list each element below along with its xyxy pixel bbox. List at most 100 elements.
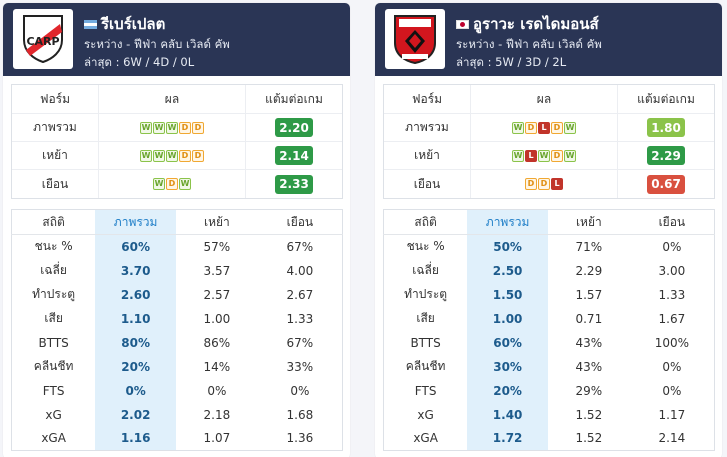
river-plate-crest-icon[interactable]: CARP (13, 9, 73, 69)
stat-overall: 3.70 (95, 258, 176, 283)
stat-overall: 80% (95, 330, 176, 355)
form-result-pill[interactable]: W (179, 178, 191, 190)
stat-home: 1.00 (203, 311, 231, 326)
stats-header-overall[interactable]: ภาพรวม (467, 209, 548, 235)
form-result-pill[interactable]: D (166, 178, 178, 190)
form-result-pill[interactable]: D (179, 149, 191, 162)
stat-overall: 1.16 (95, 426, 176, 451)
stat-home: 14% (203, 359, 231, 374)
stat-home: 2.29 (575, 263, 603, 278)
form-table-header: ฟอร์ม ผล แต้มต่อเกม (12, 85, 342, 114)
stat-away: 4.00 (286, 263, 314, 278)
stat-away: 2.67 (286, 287, 314, 302)
form-result-pill[interactable]: D (551, 149, 563, 162)
stat-label: FTS (414, 383, 437, 398)
urawa-red-diamonds-crest-icon[interactable] (385, 9, 445, 69)
form-result-pill[interactable]: W (564, 149, 576, 162)
form-row-label: เยือน (384, 170, 471, 198)
stats-row: BTTS 60% 43% 100% (384, 330, 715, 355)
stat-label: คลีนชีท (33, 359, 74, 373)
stat-away: 1.68 (286, 407, 314, 422)
stat-overall: 1.40 (467, 402, 548, 427)
team-name-text: อูราวะ เรดไดมอนส์ (473, 15, 599, 33)
stats-header-home[interactable]: เหย้า (575, 214, 602, 229)
form-result-pill[interactable]: W (140, 121, 152, 134)
stat-label: เฉลี่ย (40, 263, 67, 277)
stats-header-home[interactable]: เหย้า (203, 214, 230, 229)
stats-header-overall[interactable]: ภาพรวม (95, 209, 176, 235)
form-result-pill[interactable]: L (525, 149, 537, 162)
stats-row: ทำประตู 2.60 2.57 2.67 (12, 282, 343, 307)
team-name[interactable]: รีเบร์เปลต (84, 12, 165, 36)
stats-row: xGA 1.72 1.52 2.14 (384, 426, 715, 451)
form-header-result: ผล (99, 85, 246, 113)
form-result-pill[interactable]: W (153, 178, 165, 190)
form-result-pill[interactable]: W (166, 121, 178, 134)
form-result-pill[interactable]: D (525, 178, 537, 190)
stat-away: 1.33 (658, 287, 686, 302)
stat-overall: 50% (467, 234, 548, 259)
stats-row: xG 2.02 2.18 1.68 (12, 402, 343, 427)
form-result-pill[interactable]: W (564, 121, 576, 134)
stats-header-away[interactable]: เยือน (286, 214, 314, 229)
form-header-form: ฟอร์ม (12, 85, 99, 113)
stat-away: 0% (662, 359, 682, 374)
form-result-pill[interactable]: L (538, 121, 550, 134)
stat-label: BTTS (410, 335, 441, 350)
stats-row: BTTS 80% 86% 67% (12, 330, 343, 355)
japan-flag-icon (456, 19, 469, 29)
stats-row: FTS 0% 0% 0% (12, 378, 343, 403)
stats-row: ทำประตู 1.50 1.57 1.33 (384, 282, 715, 307)
stat-away: 0% (662, 383, 682, 398)
stats-row: เสีย 1.00 0.71 1.67 (384, 306, 715, 331)
form-result-pill[interactable]: D (192, 149, 204, 162)
stat-label: ชนะ % (406, 239, 445, 254)
form-result-pill[interactable]: W (166, 149, 178, 162)
form-result-pill[interactable]: D (525, 121, 537, 134)
stats-header-away[interactable]: เยือน (658, 214, 686, 229)
stat-overall: 2.60 (95, 282, 176, 307)
form-row-label: ภาพรวม (12, 114, 99, 141)
stat-label: xGA (41, 431, 66, 446)
form-result-pill[interactable]: D (179, 121, 191, 134)
stat-overall: 60% (467, 330, 548, 355)
stat-label: ชนะ % (34, 239, 73, 254)
stats-header: สถิติ ภาพรวม เหย้า เยือน (11, 209, 343, 235)
form-result-pill[interactable]: W (512, 149, 524, 162)
form-result-pill[interactable]: W (153, 121, 165, 134)
stat-home: 0.71 (575, 311, 603, 326)
svg-text:CARP: CARP (26, 35, 59, 48)
ppg-badge: 2.33 (275, 174, 313, 194)
ppg-badge: 2.20 (275, 118, 313, 137)
stat-overall: 1.50 (467, 282, 548, 307)
stats-row: xG 1.40 1.52 1.17 (384, 402, 715, 427)
form-row-label: เยือน (12, 170, 99, 198)
form-result-pill[interactable]: D (538, 178, 550, 190)
stat-away: 67% (286, 239, 314, 254)
team-header: อูราวะ เรดไดมอนส์ ระหว่าง - ฟีฟ่า คลับ เ… (375, 3, 722, 76)
stats-table: สถิติ ภาพรวม เหย้า เยือน ชนะ % 60% 57% 67% เ… (11, 209, 343, 451)
stat-home: 29% (575, 383, 603, 398)
form-result-pill[interactable]: W (140, 149, 152, 162)
form-result-pill[interactable]: W (512, 121, 524, 134)
form-result-pill[interactable]: W (153, 149, 165, 162)
stat-away: 0% (662, 239, 682, 254)
form-result-pill[interactable]: D (551, 121, 563, 134)
stat-home: 1.52 (575, 407, 603, 422)
stats-header-stat: สถิติ (42, 214, 65, 229)
stat-home: 0% (207, 383, 227, 398)
stats-row: คลีนชีท 20% 14% 33% (12, 354, 343, 379)
ppg-badge: 2.14 (275, 146, 313, 165)
stat-overall: 2.50 (467, 258, 548, 283)
stat-away: 67% (286, 335, 314, 350)
form-result-pill[interactable]: W (538, 149, 550, 162)
ppg-badge: 2.29 (647, 146, 685, 165)
form-result-pill[interactable]: D (192, 121, 204, 134)
form-row-label: เหย้า (384, 142, 471, 169)
form-result-pill[interactable]: L (551, 178, 563, 190)
team-name[interactable]: อูราวะ เรดไดมอนส์ (456, 12, 599, 36)
